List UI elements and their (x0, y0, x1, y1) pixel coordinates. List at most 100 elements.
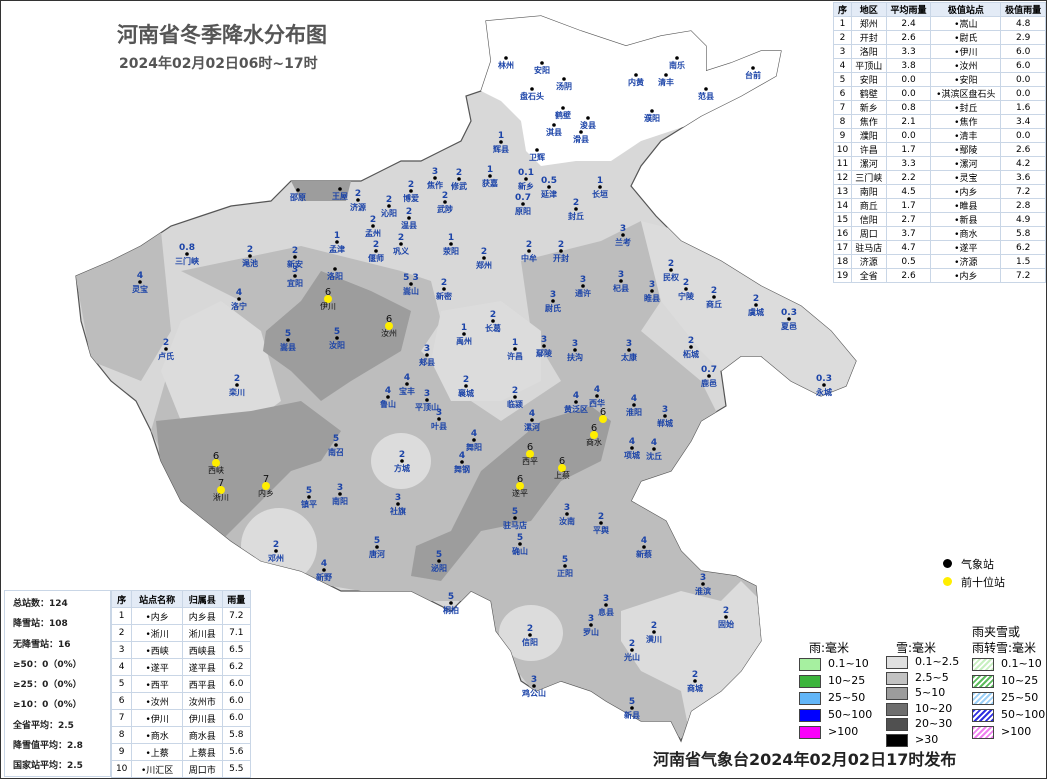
station-name: 固始 (718, 619, 734, 629)
stat-line: 全省平均：2.5 (13, 720, 74, 731)
station-dot (387, 204, 391, 208)
station-name: 灵宝 (131, 284, 148, 294)
station-dot (425, 398, 429, 402)
station-dot (371, 224, 375, 228)
station-dot (237, 297, 241, 301)
station-marker: 2 中牟 (521, 240, 537, 263)
table-cell: 7 (110, 709, 133, 727)
station-name: 西平 (522, 457, 538, 466)
table-cell: •西峡 (131, 641, 183, 659)
station-value: 4 (629, 437, 635, 447)
station-marker: 4 洛宁 (231, 288, 247, 311)
station-name: 汝南 (559, 516, 575, 526)
station-dot (333, 267, 337, 271)
station-value: 2 (723, 606, 729, 616)
table-cell: 6.0 (1000, 58, 1046, 73)
stat-line: ≥25：0（0%） (13, 680, 82, 691)
station-dot (562, 77, 566, 81)
station-marker: 安阳 (534, 61, 550, 75)
station-name: 焦作 (426, 180, 443, 190)
table-cell: 0.0 (1000, 86, 1046, 101)
snow-legend-title: 雪:毫米 (896, 641, 937, 655)
station-value: 3 (550, 290, 556, 300)
station-dot (491, 319, 495, 323)
station-dot (462, 332, 466, 336)
station-name: 长葛 (485, 323, 501, 333)
station-name: 舞阳 (465, 442, 482, 452)
table-cell: •睢县 (930, 198, 1002, 213)
station-dot (488, 174, 492, 178)
snow-0.1-2.5-area (431, 301, 541, 401)
table-cell: 0.0 (1000, 128, 1046, 143)
station-marker: 3 通许 (575, 275, 591, 298)
table-cell: •尉氏 (930, 30, 1002, 45)
station-marker: 洛阳 (327, 267, 343, 281)
station-dot (433, 176, 437, 180)
table-cell: 16 (833, 226, 852, 241)
table-cell: 2.8 (1000, 198, 1046, 213)
station-name: 淅川 (213, 492, 229, 502)
station-dot (400, 459, 404, 463)
station-dot (443, 200, 447, 204)
snow-2.5-5-area (76, 231, 171, 381)
station-marker: 1 长垣 (592, 176, 608, 199)
station-marker: 4 淮阳 (626, 394, 642, 417)
table-cell: 9 (110, 743, 133, 761)
station-value: 1 (461, 323, 467, 333)
station-value: 2 (399, 450, 405, 460)
station-name: 新蔡 (636, 549, 652, 559)
station-marker: 2 巩义 (393, 233, 410, 256)
station-value: 2 (373, 240, 379, 250)
station-value: 3 (662, 405, 668, 415)
table-cell: 周口市 (182, 760, 223, 778)
station-value: 7 (263, 474, 269, 485)
station-dot (307, 495, 311, 499)
table-cell: 2 (833, 30, 852, 45)
station-value: 2 (406, 207, 412, 217)
table-cell: 1.6 (1000, 100, 1046, 115)
station-name: 卢氏 (158, 351, 174, 361)
station-value: 3 (700, 573, 706, 583)
station-name: 商城 (687, 683, 703, 693)
table-cell: 1.7 (885, 198, 932, 213)
mixed-legend-label: >100 (1001, 725, 1032, 738)
station-marker: 2 沁阳 (381, 195, 397, 218)
station-name: 林州 (498, 60, 514, 70)
station-name: 郏县 (418, 357, 435, 367)
table-row: 6 •汝州 汝州市 6.0 (110, 692, 252, 710)
map-title: 河南省冬季降水分布图 (117, 23, 327, 47)
table-cell: •内乡 (930, 184, 1002, 199)
table-cell: 4.7 (885, 240, 932, 255)
station-name: 睢县 (644, 293, 660, 303)
mixed-swatch (972, 726, 994, 739)
station-dot (595, 394, 599, 398)
station-marker: 3 罗山 (583, 614, 599, 637)
station-value: 2 (512, 386, 518, 396)
mixed-swatch (972, 658, 994, 671)
station-name: 扶沟 (567, 352, 583, 362)
table-cell: •内乡 (131, 607, 183, 625)
station-marker: 6 上蔡 (554, 456, 570, 480)
station-dot (457, 177, 461, 181)
station-value: 3 (626, 339, 632, 349)
station-marker: 邵原 (289, 188, 306, 202)
table-header-row: 序地区 平均雨量 极值站点 极值雨量 (833, 2, 1046, 17)
table-cell: 6.0 (221, 709, 252, 727)
station-marker: 4 新野 (316, 559, 332, 582)
rain-swatch (799, 692, 821, 705)
table-cell: 商丘 (850, 198, 887, 213)
station-dot (630, 706, 634, 710)
station-dot (630, 446, 634, 450)
station-name: 淇县 (546, 127, 562, 137)
station-dot (513, 395, 517, 399)
station-dot (322, 568, 326, 572)
table-cell: 5 (110, 675, 133, 693)
station-legend-label: 气象站 (961, 558, 994, 571)
table-row: 19 全省 2.6 •内乡 7.2 (833, 268, 1046, 283)
station-marker: 2 信阳 (522, 624, 538, 647)
table-cell: 周口 (850, 226, 887, 241)
station-value: 2 (558, 240, 564, 250)
station-marker: 0.3 夏邑 (780, 308, 797, 331)
table-cell: 濮阳 (850, 128, 887, 143)
station-dot (581, 284, 585, 288)
